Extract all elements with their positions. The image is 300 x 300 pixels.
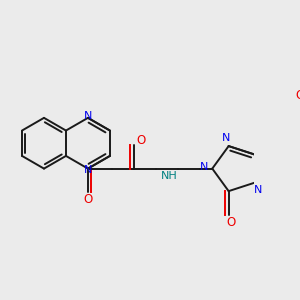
Text: N: N bbox=[84, 165, 92, 175]
Text: N: N bbox=[200, 162, 208, 172]
Text: O: O bbox=[296, 89, 300, 102]
Text: O: O bbox=[136, 134, 146, 147]
Text: N: N bbox=[84, 111, 92, 121]
Text: O: O bbox=[83, 194, 93, 206]
Text: N: N bbox=[254, 185, 262, 195]
Text: O: O bbox=[226, 216, 236, 229]
Text: NH: NH bbox=[161, 171, 177, 181]
Text: N: N bbox=[222, 134, 230, 143]
